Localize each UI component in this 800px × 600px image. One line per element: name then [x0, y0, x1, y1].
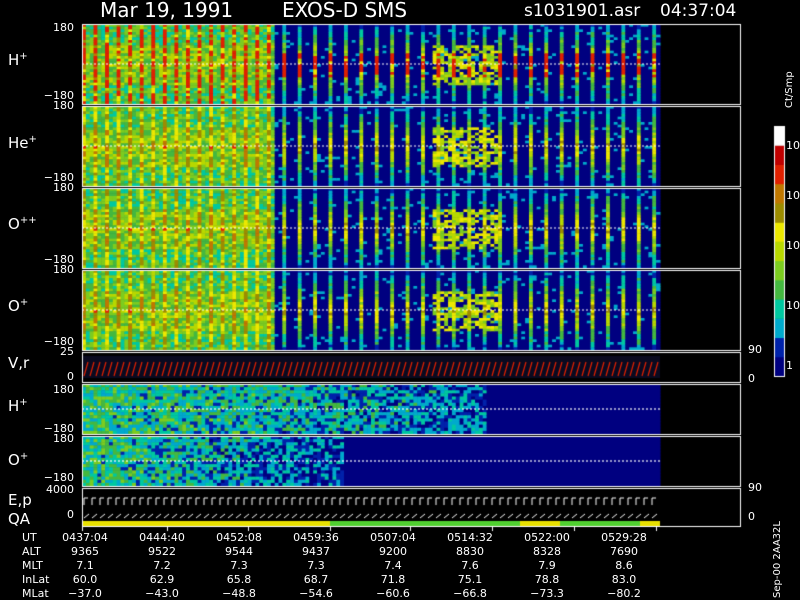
footer-row-label: UT [22, 531, 37, 544]
footer-value: 60.0 [72, 573, 98, 586]
ytick-bottom: −180 [43, 335, 74, 348]
ytick-bottom: −180 [43, 253, 74, 266]
panel-label-qa: QA [8, 510, 31, 528]
colorbar-tick: 10 [786, 299, 800, 312]
ytick-bottom: −180 [43, 422, 74, 435]
ytick-bottom: −180 [43, 471, 74, 484]
ytick-top: 180 [53, 263, 74, 276]
footer-row-label: MLat [22, 587, 49, 600]
ytick-bottom: 0 [67, 370, 74, 383]
footer-value: 71.8 [380, 573, 406, 586]
panel-label-he-plus: He+ [8, 134, 37, 152]
footer-row-label: MLT [22, 559, 43, 572]
footer-value: 0444:40 [139, 531, 185, 544]
footer-value: 0452:08 [216, 531, 262, 544]
ytick-bottom: −180 [43, 89, 74, 102]
header-mission: EXOS-D SMS [282, 0, 408, 22]
panel-label-h-plus-low: H+ [8, 397, 28, 415]
colorbar-tick: 100 [786, 239, 800, 252]
rtick-bottom: 0 [748, 510, 755, 523]
footer-value: −37.0 [68, 587, 102, 600]
footer-value: −43.0 [145, 587, 179, 600]
colorbar-tick: 1 [786, 359, 793, 372]
header-file: s1031901.asr [524, 1, 641, 21]
footer-value: −48.8 [222, 587, 256, 600]
corner-stamp: Sep-00 2AA32L [772, 521, 783, 598]
ytick-top: 180 [53, 181, 74, 194]
footer-value: 7.1 [76, 559, 94, 572]
rtick-bottom: 0 [748, 372, 755, 385]
footer-row-label: ALT [22, 545, 41, 558]
footer-value: 8830 [456, 545, 484, 558]
footer-value: −80.2 [607, 587, 641, 600]
footer-value: 7690 [610, 545, 638, 558]
footer-value: 9365 [71, 545, 99, 558]
footer-value: 8.6 [615, 559, 633, 572]
colorbar-tick: 10⁴ [786, 139, 800, 152]
footer-value: 7.9 [538, 559, 556, 572]
footer-value: −73.3 [530, 587, 564, 600]
footer-value: 7.6 [461, 559, 479, 572]
panel-label-o-plus-plus: O++ [8, 215, 37, 233]
ytick-top: 4000 [46, 483, 74, 496]
ytick-top: 180 [53, 432, 74, 445]
footer-value: 65.8 [226, 573, 252, 586]
panel-label-o-plus-low: O+ [8, 451, 29, 469]
ytick-top: 25 [60, 345, 74, 358]
footer-value: 9437 [302, 545, 330, 558]
panel-label-ep: E,p [8, 491, 32, 509]
footer-value: 0529:28 [601, 531, 647, 544]
footer-value: 0522:00 [524, 531, 570, 544]
rtick-top: 90 [748, 343, 762, 356]
footer-row-label: InLat [22, 573, 50, 586]
ytick-top: 180 [53, 99, 74, 112]
footer-value: 7.3 [230, 559, 248, 572]
footer-value: 9544 [225, 545, 253, 558]
footer-value: 0437:04 [62, 531, 108, 544]
footer-value: 68.7 [303, 573, 329, 586]
ytick-bottom: 0 [67, 508, 74, 521]
panel-label-o-plus: O+ [8, 297, 29, 315]
footer-value: 83.0 [611, 573, 637, 586]
header-date: Mar 19, 1991 [100, 0, 234, 22]
footer-value: 0459:36 [293, 531, 339, 544]
footer-value: 7.2 [153, 559, 171, 572]
footer-value: 7.3 [307, 559, 325, 572]
colorbar-tick: 10³ [786, 189, 800, 202]
footer-value: 0514:32 [447, 531, 493, 544]
ytick-bottom: −180 [43, 171, 74, 184]
header-time: 04:37:04 [660, 1, 737, 21]
panel-label-h-plus: H+ [8, 51, 28, 69]
footer-value: 62.9 [149, 573, 175, 586]
colorbar-unit: Ct/Smp [784, 71, 795, 108]
footer-value: 78.8 [534, 573, 560, 586]
ytick-top: 180 [53, 21, 74, 34]
footer-value: 0507:04 [370, 531, 416, 544]
footer-value: −60.6 [376, 587, 410, 600]
panel-label-vr: V,r [8, 354, 30, 372]
rtick-top: 90 [748, 481, 762, 494]
footer-value: 9200 [379, 545, 407, 558]
footer-value: 7.4 [384, 559, 402, 572]
footer-value: 75.1 [457, 573, 483, 586]
footer-value: −66.8 [453, 587, 487, 600]
footer-value: −54.6 [299, 587, 333, 600]
footer-value: 8328 [533, 545, 561, 558]
footer-value: 9522 [148, 545, 176, 558]
ytick-top: 180 [53, 383, 74, 396]
